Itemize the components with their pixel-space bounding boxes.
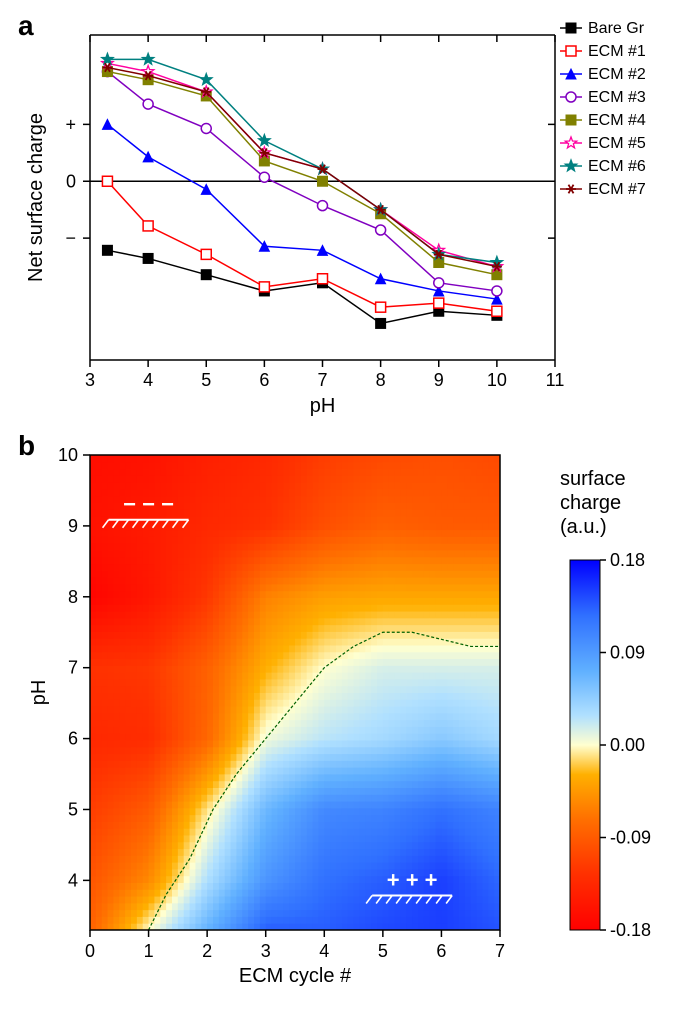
- chart-a-svg: 3 4 5 6 7 8 9 10 11 − 0 + pH Net surface charge Bare G…: [10, 10, 675, 430]
- svg-text:−: −: [65, 228, 76, 248]
- svg-text:11: 11: [546, 370, 565, 390]
- panel-a-label: a: [18, 10, 34, 42]
- svg-text:0: 0: [66, 171, 76, 191]
- svg-text:4: 4: [143, 370, 153, 390]
- svg-text:ECM #4: ECM #4: [588, 112, 646, 129]
- svg-text:Bare Gr: Bare Gr: [588, 20, 645, 37]
- svg-text:ECM #2: ECM #2: [588, 66, 646, 83]
- svg-text:ECM #1: ECM #1: [588, 43, 646, 60]
- svg-text:9: 9: [434, 370, 444, 390]
- svg-text:+: +: [65, 114, 76, 134]
- svg-text:10: 10: [487, 370, 507, 390]
- svg-text:ECM #3: ECM #3: [588, 89, 646, 106]
- svg-text:ECM #5: ECM #5: [588, 135, 646, 152]
- svg-text:ECM #7: ECM #7: [588, 181, 646, 198]
- panel-b-label: b: [18, 430, 35, 462]
- panel-b: b 0123456745678910ECM cycle #pH− − −+ + …: [10, 430, 675, 1010]
- svg-text:6: 6: [259, 370, 269, 390]
- svg-text:ECM #6: ECM #6: [588, 158, 646, 175]
- svg-text:5: 5: [201, 370, 211, 390]
- svg-text:3: 3: [85, 370, 95, 390]
- svg-text:8: 8: [376, 370, 386, 390]
- svg-text:Net surface charge: Net surface charge: [25, 113, 47, 282]
- panel-a: a 3 4 5 6 7 8 9 10 11 − 0 + pH Net surface charge Bare…: [10, 10, 675, 430]
- chart-b-svg: 0123456745678910ECM cycle #pH− − −+ + +-…: [10, 430, 675, 1010]
- svg-text:pH: pH: [310, 395, 336, 417]
- svg-text:7: 7: [317, 370, 327, 390]
